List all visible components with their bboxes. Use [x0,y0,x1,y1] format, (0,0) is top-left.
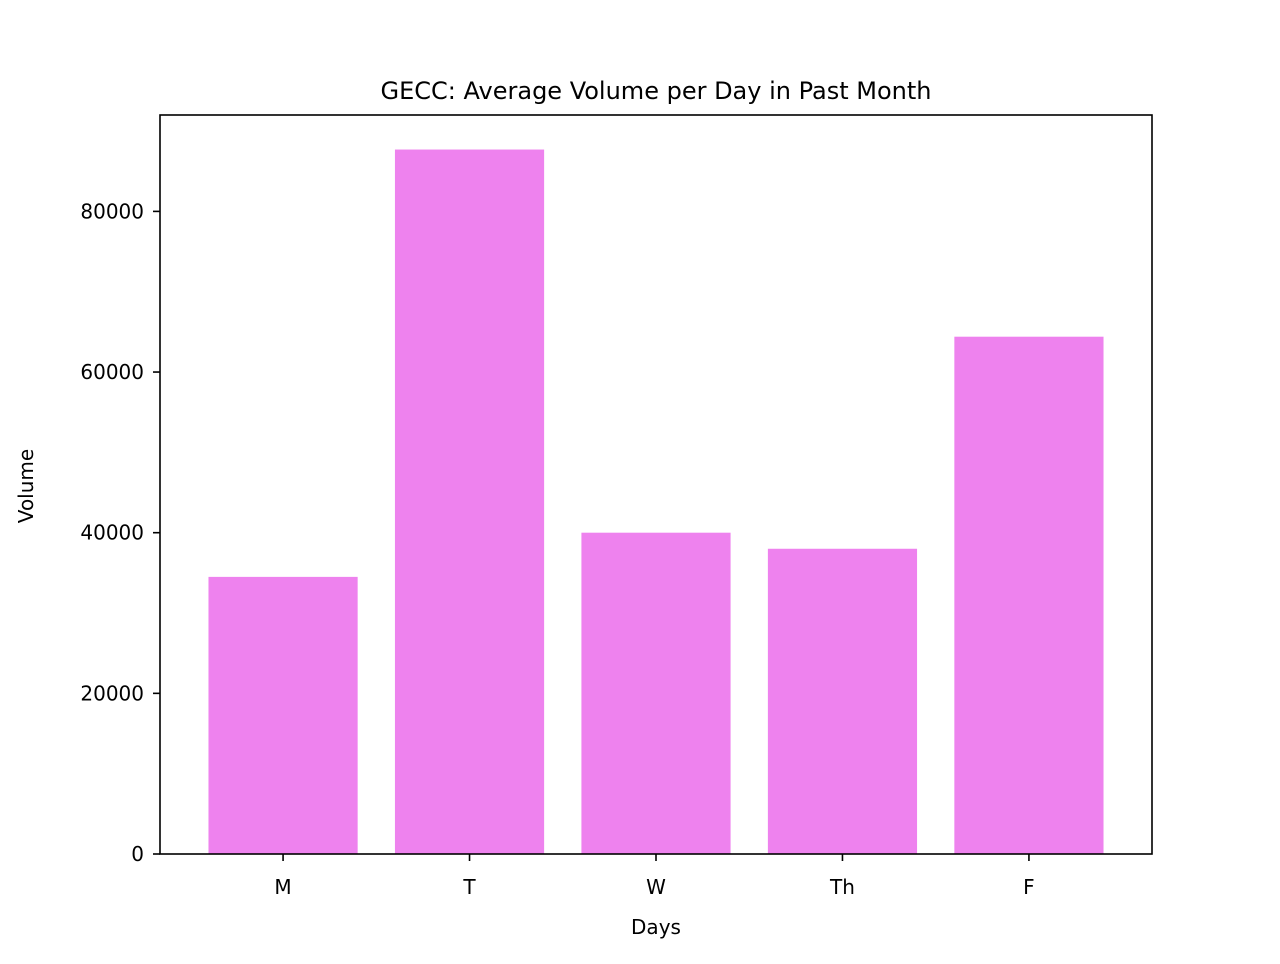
y-tick-label: 0 [131,842,144,866]
x-tick-label: Th [829,875,855,899]
y-axis: 0 20000 40000 60000 80000 [80,199,160,866]
chart-title: GECC: Average Volume per Day in Past Mon… [381,77,932,105]
x-tick-label: T [462,875,476,899]
x-axis: M T W Th F [274,854,1035,899]
y-tick-label: 80000 [80,199,144,223]
bar-th [767,548,918,854]
y-tick-label: 60000 [80,360,144,384]
bar-t [394,149,545,854]
x-tick-label: F [1023,875,1035,899]
bar-m [208,576,358,854]
y-axis-label: Volume [14,449,38,523]
x-tick-label: M [274,875,291,899]
bar-f [954,336,1104,854]
bars-group [208,149,1104,854]
bar-w [581,532,731,854]
plot-frame [159,114,1153,855]
y-tick-label: 20000 [80,681,144,705]
y-tick-label: 40000 [80,521,144,545]
x-tick-label: W [646,875,666,899]
x-axis-label: Days [631,915,681,939]
